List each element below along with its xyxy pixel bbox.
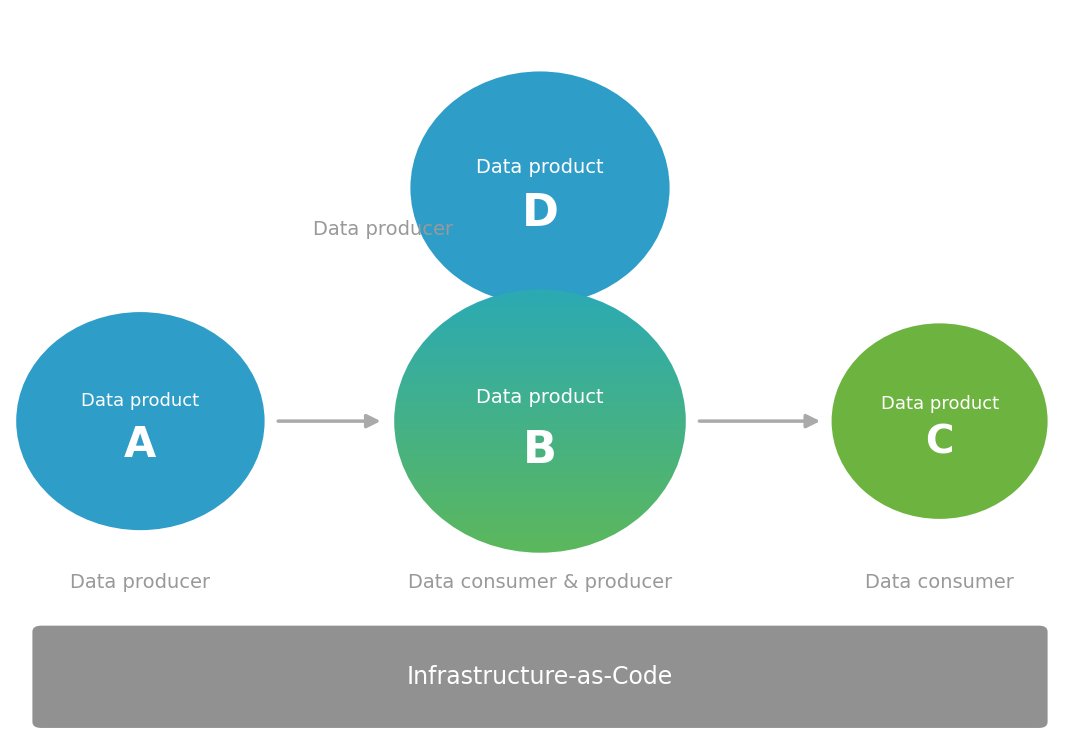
Text: A: A <box>124 424 157 466</box>
Ellipse shape <box>16 312 265 530</box>
Text: Data consumer & producer: Data consumer & producer <box>408 573 672 593</box>
Ellipse shape <box>410 71 670 305</box>
Text: Data product: Data product <box>880 395 999 413</box>
Text: Data product: Data product <box>476 388 604 407</box>
Text: Data consumer: Data consumer <box>865 573 1014 593</box>
Text: Infrastructure-as-Code: Infrastructure-as-Code <box>407 665 673 689</box>
Text: Data product: Data product <box>476 157 604 177</box>
Text: D: D <box>522 193 558 235</box>
Text: C: C <box>926 423 954 462</box>
FancyBboxPatch shape <box>32 626 1048 728</box>
Text: Data producer: Data producer <box>70 573 211 593</box>
Text: Data producer: Data producer <box>313 220 454 239</box>
Text: B: B <box>523 429 557 472</box>
Text: Data product: Data product <box>81 393 200 411</box>
Ellipse shape <box>832 323 1048 519</box>
